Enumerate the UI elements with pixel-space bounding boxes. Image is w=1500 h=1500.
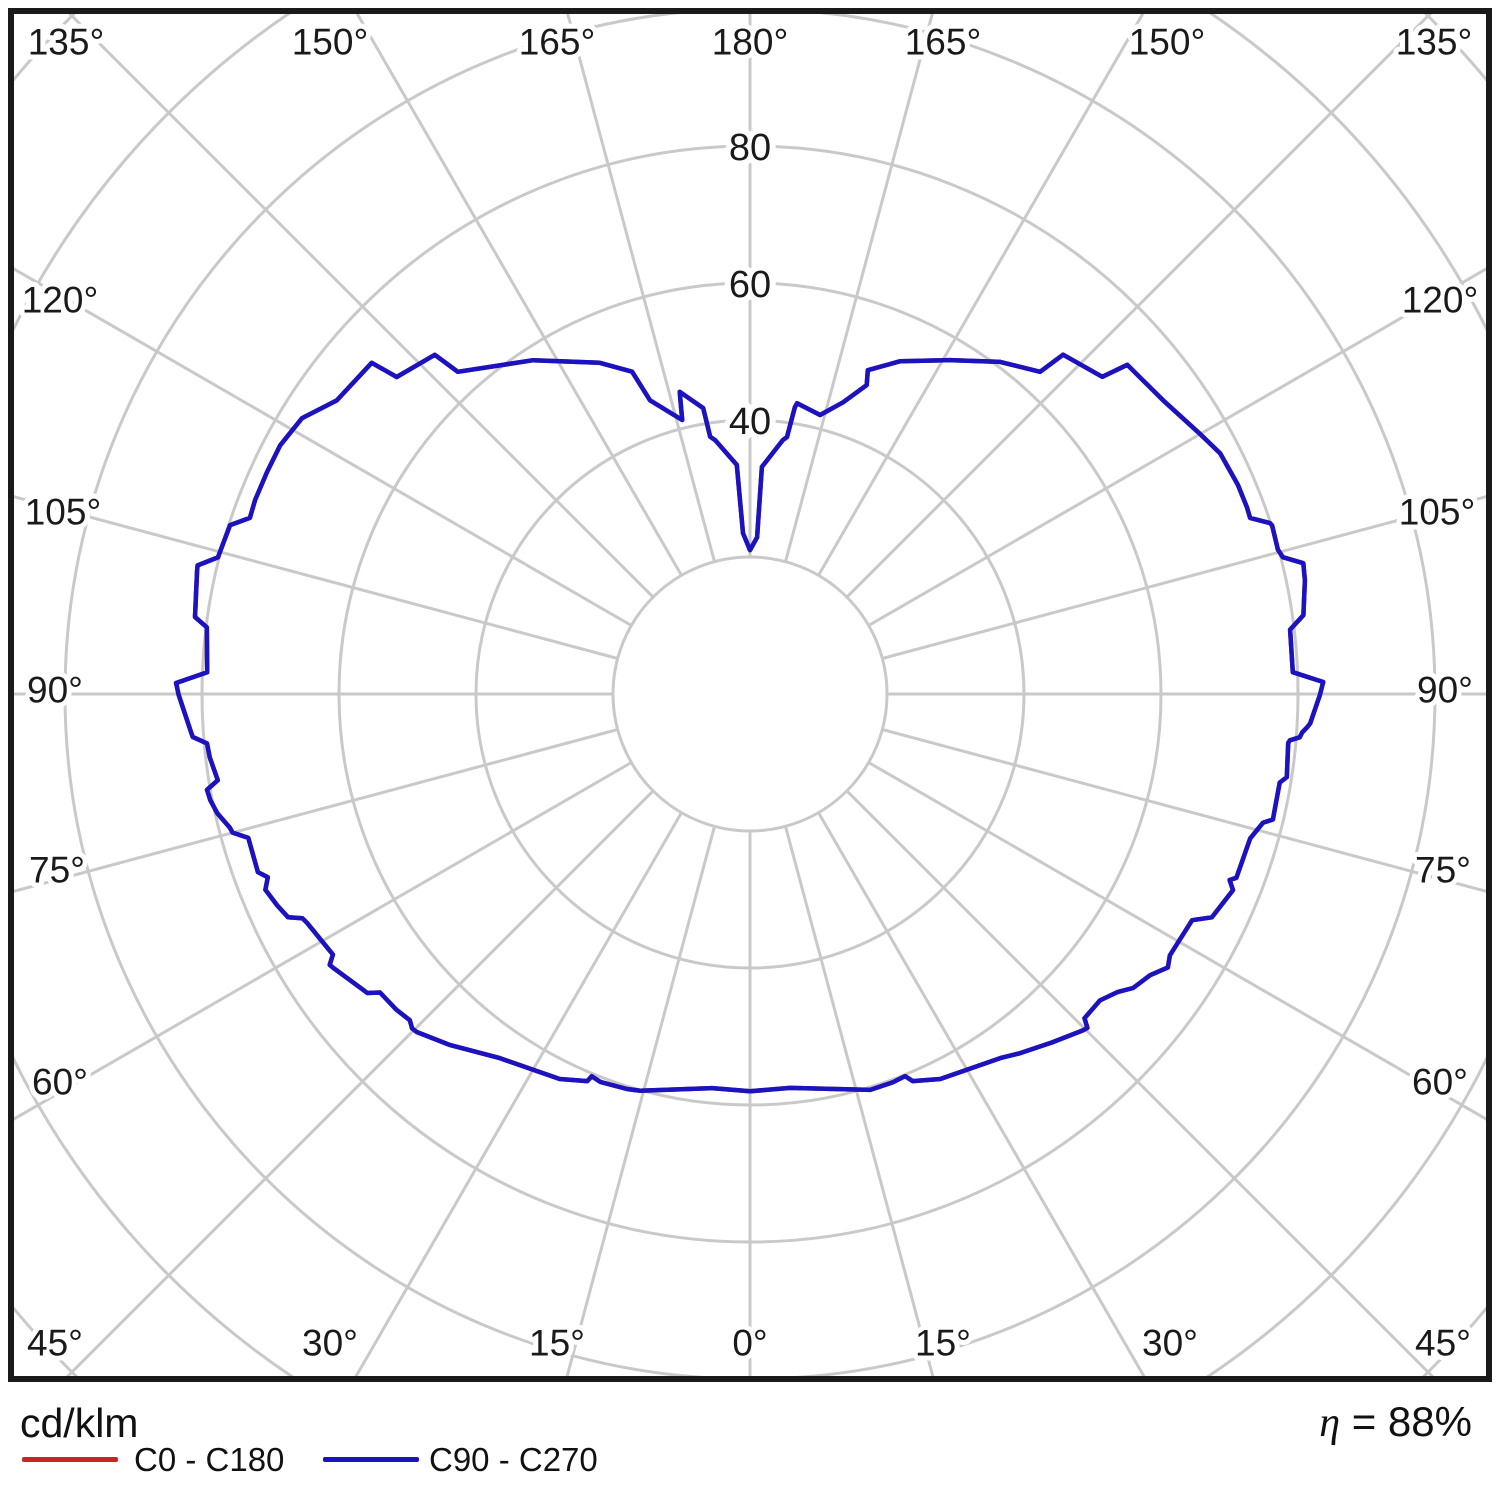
angle-label-10-75deg: 75°: [29, 850, 85, 891]
plot-frame: [8, 8, 1492, 1382]
angle-label-5-150deg: 150°: [1129, 22, 1206, 63]
eta-symbol: η: [1319, 1400, 1341, 1446]
angle-label-20-0deg: 0°: [732, 1323, 767, 1364]
radial-gridline-15: [784, 825, 935, 1378]
radial-gridline-210: [354, 12, 683, 577]
angle-label-17-45deg: 45°: [27, 1323, 83, 1364]
radial-gridline-300: [12, 761, 633, 1122]
radial-gridline-240: [12, 266, 633, 627]
angle-label-3-180deg: 180°: [712, 22, 789, 63]
intensity-curve-c90-c270: [173, 352, 1326, 1094]
angle-label-0-135deg: 135°: [28, 22, 105, 63]
radial-gridline-165: [784, 12, 935, 563]
legend-swatch-c90-c270: [323, 1457, 419, 1462]
angle-label-22-30deg: 30°: [1142, 1323, 1198, 1364]
angle-label-8-105deg: 105°: [25, 492, 102, 533]
radial-tick-label-80: 80: [729, 127, 771, 169]
angle-label-11-60deg: 60°: [32, 1062, 88, 1103]
angle-label-21-15deg: 15°: [915, 1323, 971, 1364]
radial-gridline-345: [565, 825, 716, 1378]
radial-gridline-150: [817, 12, 1146, 577]
radial-gridline-75: [881, 728, 1488, 894]
legend-label-c90-c270: C90 - C270: [429, 1441, 598, 1478]
grid-circle-20: [611, 555, 889, 833]
radial-tick-label-60: 60: [729, 264, 771, 306]
angle-label-4-165deg: 165°: [905, 22, 982, 63]
angle-label-13-105deg: 105°: [1399, 492, 1476, 533]
angle-label-12-120deg: 120°: [1402, 280, 1479, 321]
radial-gridline-330: [353, 811, 683, 1378]
radial-gridline-255: [12, 494, 619, 660]
angle-label-14-90deg: 90°: [1417, 670, 1473, 711]
angle-label-7-120deg: 120°: [22, 280, 99, 321]
legend-swatch-c0-c180: [22, 1457, 118, 1462]
radial-gridline-195: [565, 12, 716, 563]
angle-label-6-135deg: 135°: [1396, 22, 1473, 63]
radial-gridline-30: [817, 811, 1147, 1378]
radial-tick-label-40: 40: [729, 401, 771, 443]
radial-gridline-285: [12, 728, 619, 894]
radial-gridline-315: [63, 789, 655, 1378]
radial-gridline-225: [65, 12, 655, 599]
radial-gridline-60: [867, 761, 1488, 1122]
angle-label-2-165deg: 165°: [519, 22, 596, 63]
legend-label-c0-c180: C0 - C180: [134, 1441, 285, 1478]
angle-label-23-45deg: 45°: [1415, 1323, 1471, 1364]
angle-label-18-30deg: 30°: [302, 1323, 358, 1364]
efficiency-label: η = 88%: [1319, 1398, 1472, 1447]
radial-gridline-45: [845, 789, 1437, 1378]
angle-label-1-150deg: 150°: [292, 22, 369, 63]
angle-label-15-75deg: 75°: [1415, 850, 1471, 891]
angle-label-16-60deg: 60°: [1412, 1062, 1468, 1103]
angle-label-9-90deg: 90°: [27, 670, 83, 711]
radial-gridline-135: [845, 12, 1435, 599]
unit-label: cd/klm: [20, 1400, 139, 1446]
efficiency-value: = 88%: [1340, 1398, 1472, 1445]
radial-gridline-120: [867, 266, 1488, 627]
angle-label-19-15deg: 15°: [529, 1323, 585, 1364]
radial-gridline-105: [881, 494, 1488, 660]
